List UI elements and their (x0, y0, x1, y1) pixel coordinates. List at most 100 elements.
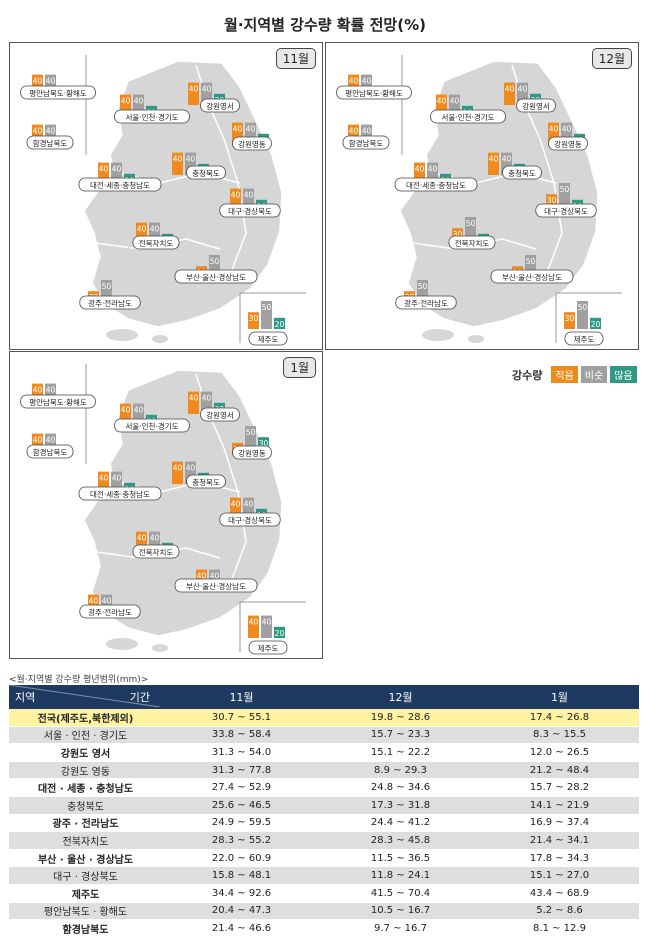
legend-item-low: 적음 (551, 366, 578, 383)
map-chart: 404020평안남북도·황해도404020함경남북도404020서울·인천·경기… (20, 364, 306, 655)
table-row: 광주 · 전라남도 24.9 ~ 59.5 24.4 ~ 41.2 16.9 ~ 37… (9, 814, 639, 833)
map-chart: 404020평안남북도·황해도404020함경남북도404020서울·인천·경기… (20, 55, 306, 346)
bar-value-label: 40 (349, 77, 359, 86)
table-row: 서울 · 인천 · 경기도 33.8 ~ 58.4 15.7 ~ 23.3 8.3 ~… (9, 726, 639, 745)
table-cell-range: 16.9 ~ 37.4 (480, 814, 639, 833)
region-label-pill (20, 85, 96, 100)
bar-value-label: 40 (186, 464, 196, 473)
table-cell-range: 21.4 ~ 46.6 (162, 919, 321, 938)
header-corner: 지역 기간 (9, 685, 162, 709)
table-cell-range: 25.6 ~ 46.5 (162, 796, 321, 815)
table-row: 부산 · 울산 · 경상남도 22.0 ~ 60.9 11.5 ~ 36.5 17.8… (9, 849, 639, 868)
page-title: 월·지역별 강수량 확률 전망(%) (224, 16, 426, 34)
bar-비슷 (209, 255, 220, 283)
bar-value-label: 40 (362, 77, 372, 86)
bar-value-label: 20 (275, 320, 285, 329)
region-label: 충청북도 (192, 169, 220, 178)
bar-value-label: 40 (189, 85, 199, 94)
region-label-pill (516, 98, 556, 113)
region-label: 대전·세종·충청남도 (90, 489, 150, 499)
bar-value-label: 40 (189, 394, 199, 403)
region-label-pill (248, 640, 288, 655)
bar-value-label: 30 (453, 230, 463, 239)
table-row: 전북자치도 28.3 ~ 55.2 28.3 ~ 45.8 21.4 ~ 34.1 (9, 831, 639, 850)
legend: 강수량 적음 비슷 많음 (512, 366, 637, 383)
bar-많음 (590, 317, 601, 329)
bar-value-label: 50 (418, 282, 428, 291)
region-chart: 305020광주·전라남도 (79, 280, 141, 310)
bar-value-label: 40 (173, 464, 183, 473)
region-label: 평안남북도·황해도 (29, 397, 87, 407)
region-label-pill (114, 109, 190, 124)
table-cell-range: 34.4 ~ 92.6 (162, 884, 321, 903)
bar-value-label: 40 (231, 191, 241, 200)
region-chart: 404020서울·인천·경기도 (114, 403, 190, 433)
table-row: 전국(제주도,북한제외) 30.7 ~ 55.1 19.8 ~ 28.6 17.4 ~… (9, 709, 639, 727)
bar-비슷 (243, 188, 254, 211)
legend-item-normal: 비슷 (580, 366, 608, 383)
region-label: 충청북도 (192, 478, 220, 487)
bar-value-label: 40 (33, 386, 43, 395)
bar-value-label: 50 (578, 303, 588, 312)
bar-value-label: 40 (150, 225, 160, 234)
bar-value-label: 40 (99, 165, 109, 174)
region-label-pill (200, 98, 240, 113)
bar-비슷 (561, 122, 572, 145)
region-chart: 404020부산·울산·경상남도 (174, 569, 258, 593)
bar-value-label: 40 (233, 125, 243, 134)
bar-비슷 (101, 280, 112, 308)
bar-적음 (120, 94, 131, 117)
bar-value-label: 40 (450, 97, 460, 106)
bar-비슷 (577, 301, 588, 329)
bar-value-label: 40 (362, 127, 372, 136)
region-label: 함경남북도 (349, 138, 384, 148)
region-label: 강원영서 (206, 410, 234, 420)
region-chart: 404020서울·인천·경기도 (114, 94, 190, 124)
bar-value-label: 40 (549, 125, 559, 134)
bar-많음 (274, 317, 285, 329)
region-label: 함경남북도 (33, 138, 68, 148)
bar-value-label: 50 (262, 303, 272, 312)
region-label: 대구·경상북도 (544, 206, 588, 216)
table-cell-region: 부산 · 울산 · 경상남도 (9, 849, 162, 868)
table-cell-range: 9.7 ~ 16.7 (321, 919, 480, 938)
table-row: 평안남북도 · 황해도 20.4 ~ 47.3 10.5 ~ 16.7 5.2 ~ 8… (9, 902, 639, 921)
table-cell-range: 8.3 ~ 15.5 (480, 726, 639, 745)
table-cell-region: 광주 · 전라남도 (9, 814, 162, 833)
region-label-pill (20, 394, 96, 409)
bar-비슷 (185, 461, 196, 484)
bar-적음 (188, 391, 199, 414)
region-label-pill (26, 444, 74, 459)
table-cell-range: 21.2 ~ 48.4 (480, 761, 639, 780)
bar-비슷 (245, 426, 256, 454)
bar-value-label: 40 (262, 618, 272, 627)
region-chart: 205030강원영동 (232, 426, 272, 460)
bar-value-label: 40 (102, 597, 112, 606)
bar-value-label: 40 (202, 394, 212, 403)
table-cell-range: 15.8 ~ 48.1 (162, 866, 321, 885)
table-cell-range: 17.4 ~ 26.8 (480, 709, 639, 727)
table-cell-range: 15.7 ~ 28.2 (480, 778, 639, 797)
region-label-pill (342, 135, 390, 150)
bar-value-label: 40 (137, 534, 147, 543)
bar-적음 (436, 94, 447, 117)
bar-적음 (248, 615, 259, 638)
bar-value-label: 40 (99, 474, 109, 483)
header-month: 11월 (162, 685, 321, 709)
bar-비슷 (111, 162, 122, 185)
bar-value-label: 40 (173, 155, 183, 164)
header-region: 지역 (15, 691, 36, 704)
region-label: 서울·인천·경기도 (125, 112, 178, 122)
region-label-pill (79, 604, 141, 619)
table-cell-region: 평안남북도 · 황해도 (9, 902, 162, 921)
bar-비슷 (111, 471, 122, 494)
bar-적음 (232, 122, 243, 145)
table-cell-range: 28.3 ~ 55.2 (162, 831, 321, 850)
bar-비슷 (449, 94, 460, 117)
region-label: 제주도 (258, 335, 279, 344)
table-row: 제주도 34.4 ~ 92.6 41.5 ~ 70.4 43.4 ~ 68.9 (9, 884, 639, 903)
bar-비슷 (201, 391, 212, 414)
bar-비슷 (417, 280, 428, 308)
region-label: 평안남북도·황해도 (29, 88, 87, 98)
region-chart: 404020광주·전라남도 (79, 594, 141, 619)
